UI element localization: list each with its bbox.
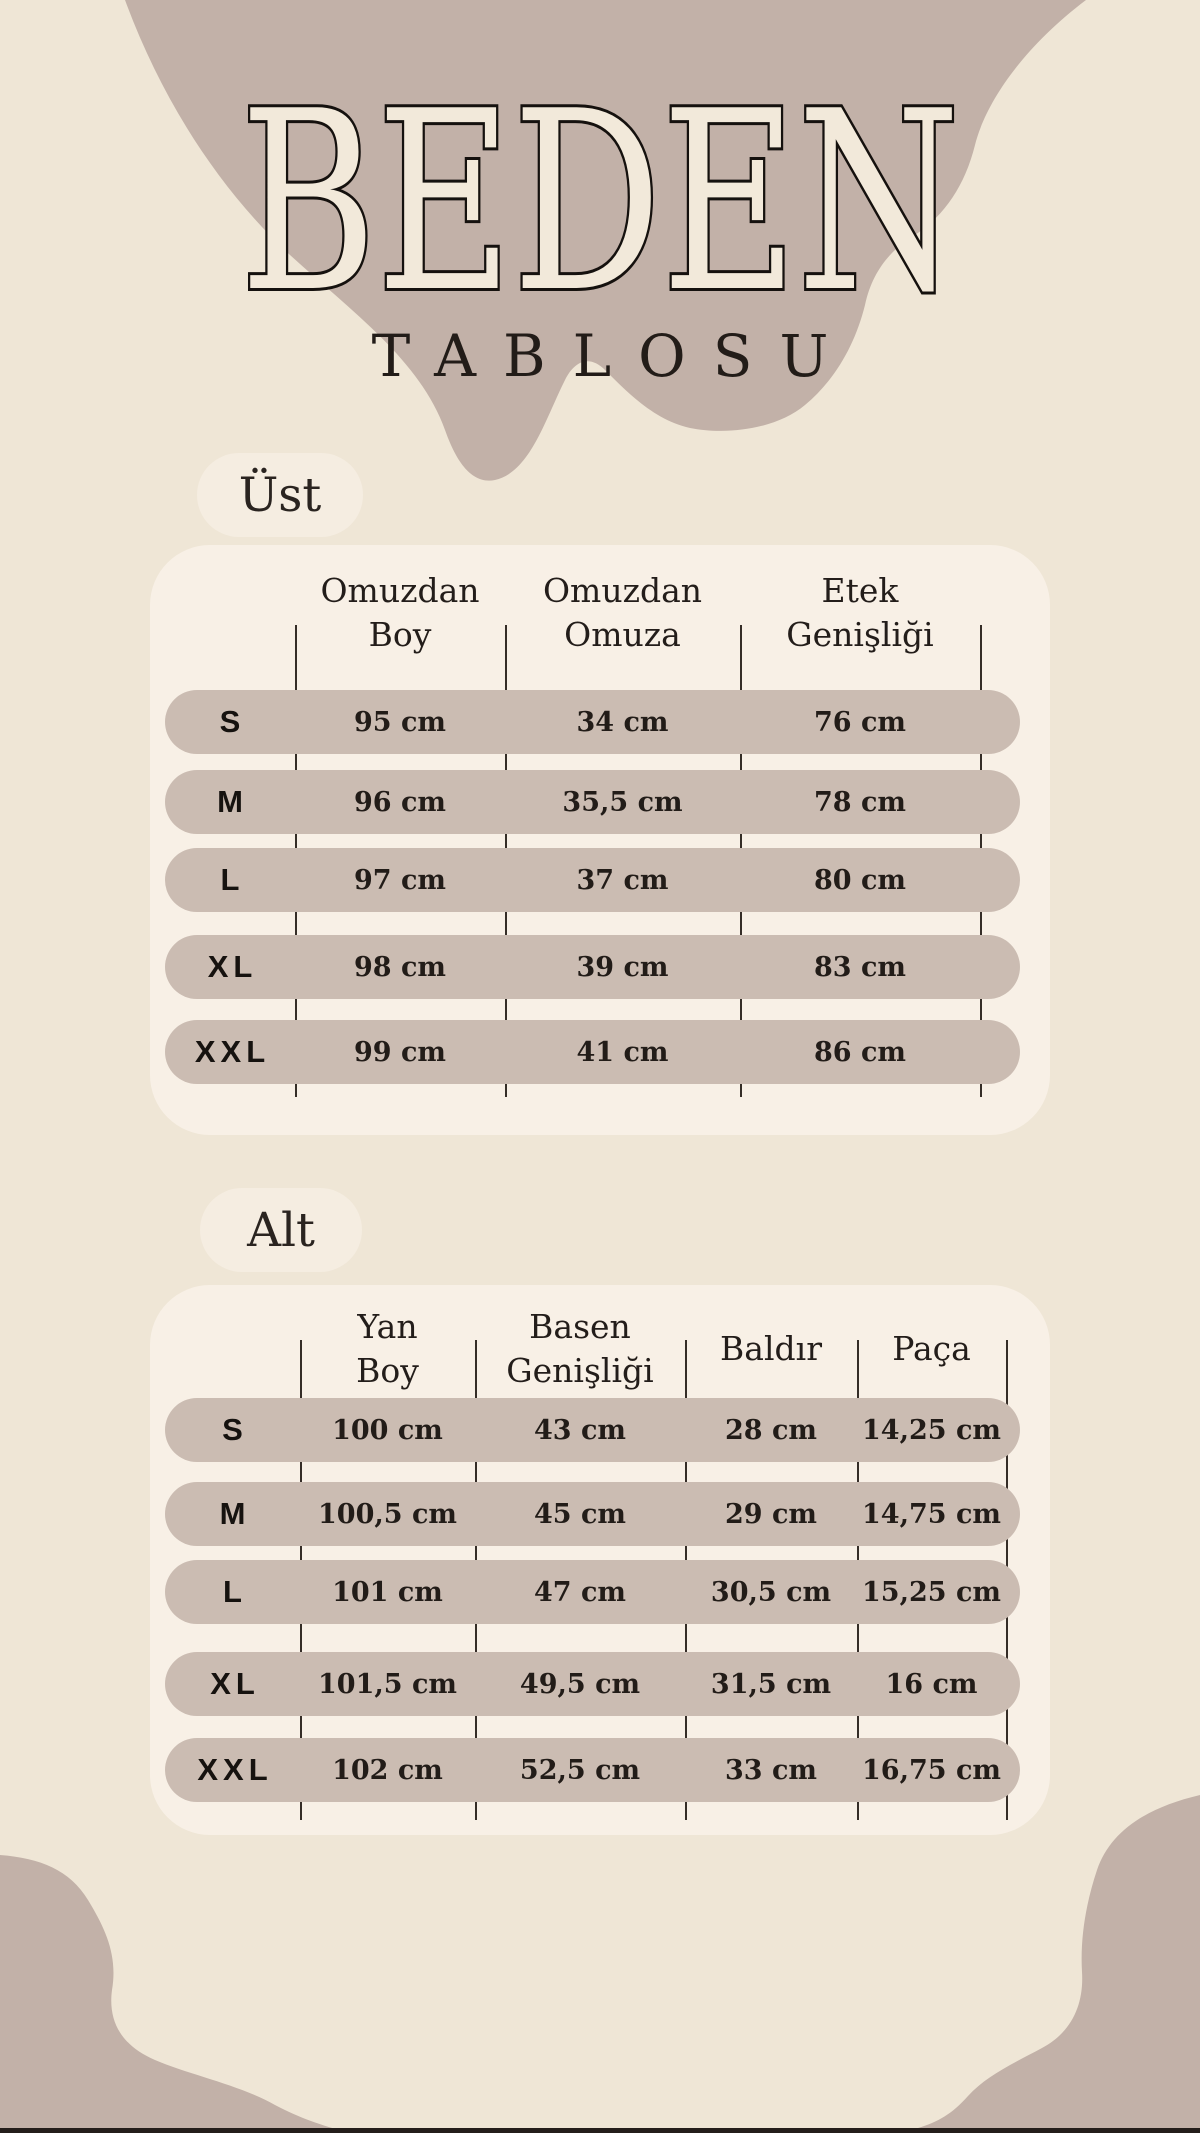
measurement-value: 97 cm <box>354 864 446 896</box>
bottom-edge-strip <box>0 2128 1200 2133</box>
measurement-value: 34 cm <box>576 706 669 738</box>
measurement-value: 96 cm <box>354 786 446 818</box>
size-label: S <box>219 704 246 739</box>
bottom-right-blob-shape <box>838 1795 1200 2133</box>
measurement-value: 33 cm <box>725 1754 817 1786</box>
bottom-left-blob-shape <box>0 1855 350 2133</box>
column-header: Etek Genişliği <box>786 571 934 654</box>
measurement-value: 14,75 cm <box>862 1498 1001 1530</box>
size-table-ust: Omuzdan Boy Omuzdan Omuza Etek Genişliği… <box>150 545 1050 1135</box>
table-row: L 97 cm 37 cm 80 cm <box>165 848 1020 912</box>
measurement-value: 101 cm <box>332 1576 443 1608</box>
measurement-value: 100,5 cm <box>318 1498 457 1530</box>
size-label: L <box>220 862 245 897</box>
measurement-value: 16 cm <box>885 1668 978 1700</box>
measurement-value: 49,5 cm <box>519 1668 641 1700</box>
measurement-value: 78 cm <box>814 786 906 818</box>
table-row: XXL 99 cm 41 cm 86 cm <box>165 1020 1020 1084</box>
measurement-value: 52,5 cm <box>519 1754 641 1786</box>
measurement-value: 28 cm <box>725 1414 817 1446</box>
size-label: L <box>223 1574 247 1609</box>
column-header: Omuzdan Boy <box>320 571 480 654</box>
table-row: S 100 cm 43 cm 28 cm 14,25 cm <box>165 1398 1020 1462</box>
measurement-value: 35,5 cm <box>562 786 683 818</box>
measurement-value: 100 cm <box>332 1414 443 1446</box>
table-row: XL 101,5 cm 49,5 cm 31,5 cm 16 cm <box>165 1652 1020 1716</box>
column-header: Paça <box>892 1329 971 1369</box>
table-row: XL 98 cm 39 cm 83 cm <box>165 935 1020 999</box>
size-label: XL <box>207 949 258 984</box>
top-blob-shape <box>125 0 1086 481</box>
measurement-value: 30,5 cm <box>710 1576 832 1608</box>
measurement-value: 29 cm <box>725 1498 817 1530</box>
column-header: Omuzdan Omuza <box>542 571 703 654</box>
measurement-value: 41 cm <box>576 1036 669 1068</box>
table-row: XXL 102 cm 52,5 cm 33 cm 16,75 cm <box>165 1738 1020 1802</box>
column-header: Yan Boy <box>356 1307 419 1390</box>
measurement-value: 16,75 cm <box>862 1754 1001 1786</box>
title-text: BEDEN <box>240 90 960 315</box>
size-label: XXL <box>197 1752 273 1787</box>
measurement-value: 37 cm <box>576 864 669 896</box>
section-label-ust: Üst <box>197 453 363 537</box>
section-label-alt: Alt <box>200 1188 362 1272</box>
measurement-value: 14,25 cm <box>862 1414 1001 1446</box>
subtitle-text: TABLOSU <box>371 322 856 390</box>
table-header-row: Omuzdan Boy Omuzdan Omuza Etek Genişliği <box>150 563 980 663</box>
table-row: M 100,5 cm 45 cm 29 cm 14,75 cm <box>165 1482 1020 1546</box>
size-label: M <box>217 784 248 819</box>
table-header-row: Yan Boy Basen Genişliği Baldır Paça <box>150 1299 1006 1399</box>
table-row: L 101 cm 47 cm 30,5 cm 15,25 cm <box>165 1560 1020 1624</box>
measurement-value: 76 cm <box>814 706 906 738</box>
measurement-value: 101,5 cm <box>318 1668 457 1700</box>
size-label: XL <box>210 1666 260 1701</box>
main-title: BEDEN <box>237 90 963 315</box>
table-row: M 96 cm 35,5 cm 78 cm <box>165 770 1020 834</box>
measurement-value: 43 cm <box>534 1414 626 1446</box>
size-label: S <box>222 1412 248 1447</box>
measurement-value: 98 cm <box>354 951 446 983</box>
column-header: Basen Genişliği <box>506 1307 654 1390</box>
measurement-value: 86 cm <box>814 1036 906 1068</box>
size-label: XXL <box>194 1034 271 1069</box>
size-table-alt: Yan Boy Basen Genişliği Baldır Paça S 10… <box>150 1285 1050 1835</box>
measurement-value: 39 cm <box>576 951 669 983</box>
measurement-value: 102 cm <box>332 1754 443 1786</box>
measurement-value: 15,25 cm <box>862 1576 1001 1608</box>
measurement-value: 45 cm <box>534 1498 626 1530</box>
size-label: M <box>219 1496 251 1531</box>
measurement-value: 47 cm <box>534 1576 626 1608</box>
measurement-value: 31,5 cm <box>710 1668 832 1700</box>
measurement-value: 95 cm <box>354 706 446 738</box>
measurement-value: 83 cm <box>814 951 906 983</box>
measurement-value: 80 cm <box>814 864 906 896</box>
table-row: S 95 cm 34 cm 76 cm <box>165 690 1020 754</box>
measurement-value: 99 cm <box>354 1036 446 1068</box>
column-header: Baldır <box>720 1329 822 1369</box>
